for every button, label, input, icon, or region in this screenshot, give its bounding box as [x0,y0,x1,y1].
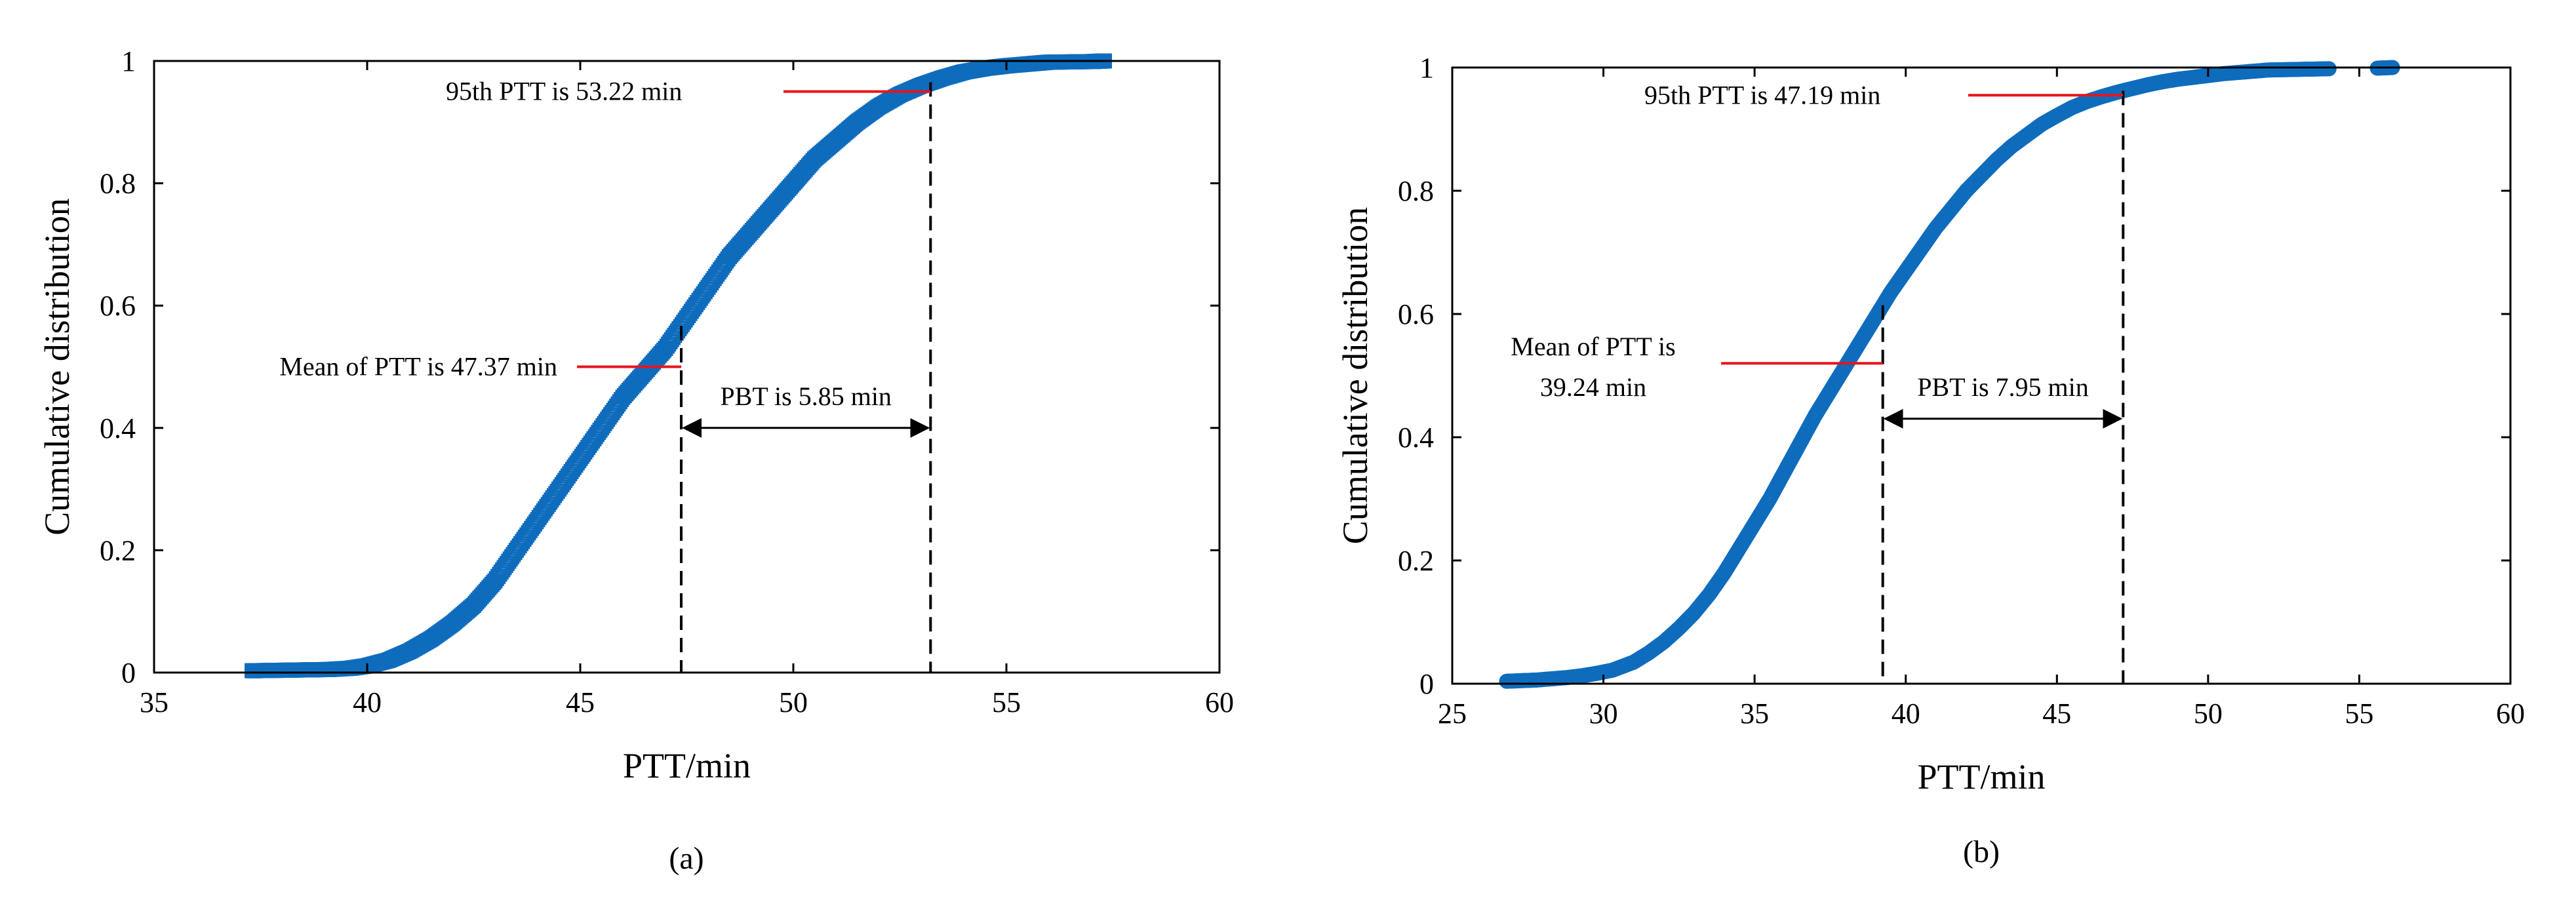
chart-b-ticks: 25 30 35 40 45 50 55 60 0 0.2 0.4 0.6 0.8 1 [1398,52,2525,730]
chart-a-data-point [737,231,753,247]
chart-b-mean-label-line1: Mean of PTT is [1511,332,1675,361]
chart-a-x-tick-label: 60 [1205,686,1234,718]
chart-a-data-points [245,53,1112,678]
chart-a-y-tick-label: 0.8 [100,168,136,200]
chart-b: 25 30 35 40 45 50 55 60 0 0.2 0.4 0.6 0.8 1 95th PTT … [1336,52,2525,869]
chart-a-annotation-lines [577,82,932,673]
chart-b-y-tick-label: 0.4 [1398,422,1434,454]
chart-a-mean-label: Mean of PTT is 47.37 min [279,352,557,382]
chart-a-plot-frame [153,60,1221,674]
chart-b-data-point [2320,61,2336,77]
chart-a-data-point [758,207,774,223]
chart-a-y-tick-label: 0.2 [100,534,136,566]
chart-a-y-tick-label: 0 [121,657,136,689]
chart-a-data-point [630,372,646,387]
chart-b-x-tick-label: 40 [1892,697,1920,730]
chart-b-y-axis-label: Cumulative distribution [1336,207,1375,544]
chart-b-y-tick-label: 0.8 [1398,175,1434,207]
chart-b-pbt-label: PBT is 7.95 min [1917,372,2089,402]
chart-b-x-tick-label: 25 [1438,697,1467,730]
chart-a-y-tick-label: 1 [121,45,136,77]
chart-a-data-point [652,347,667,363]
chart-a-p95-label: 95th PTT is 53.22 min [446,77,682,106]
chart-b-x-tick-label: 30 [1589,697,1618,730]
chart-a-ticks: 35 40 45 50 55 60 0 0.2 0.4 0.6 0.8 1 [100,45,1234,718]
chart-b-plot-frame [1451,66,2512,685]
chart-b-x-axis-label: PTT/min [1917,757,2045,796]
chart-a-x-tick-label: 50 [779,686,808,718]
chart-b-y-tick-label: 0 [1419,668,1434,700]
chart-b-x-tick-label: 50 [2194,697,2223,730]
chart-a-x-tick-label: 45 [566,686,595,718]
chart-b-annotation-lines [1721,90,2125,684]
chart-a-x-tick-label: 40 [353,686,382,718]
chart-a-y-tick-label: 0.6 [100,290,136,322]
chart-a-caption: (a) [669,841,703,876]
chart-a-data-point [801,158,816,174]
chart-b-p95-label: 95th PTT is 47.19 min [1644,80,1880,109]
chart-a-x-tick-label: 35 [140,686,168,718]
chart-b-x-tick-label: 45 [2042,697,2071,730]
chart-b-x-tick-label: 35 [1740,697,1769,730]
chart-b-x-tick-label: 60 [2496,697,2525,730]
chart-a-y-tick-label: 0.4 [100,412,136,444]
chart-a-data-point [780,182,795,198]
chart-b-caption: (b) [1963,834,2000,869]
chart-a-y-axis-label: Cumulative distribution [37,198,77,535]
chart-b-data-points [1499,60,2400,689]
chart-a: 35 40 45 50 55 60 0 0.2 0.4 0.6 0.8 1 95th PTT is 5… [37,45,1234,876]
chart-b-y-tick-label: 1 [1419,52,1434,84]
chart-b-x-tick-label: 55 [2345,697,2373,730]
chart-a-pbt-label: PBT is 5.85 min [720,382,892,411]
chart-a-x-tick-label: 55 [992,686,1021,718]
chart-b-mean-label-line2: 39.24 min [1540,372,1646,402]
chart-a-x-axis-label: PTT/min [623,746,751,785]
chart-a-data-point [481,580,497,596]
chart-b-y-tick-label: 0.2 [1398,545,1434,577]
chart-b-y-tick-label: 0.6 [1398,298,1434,330]
